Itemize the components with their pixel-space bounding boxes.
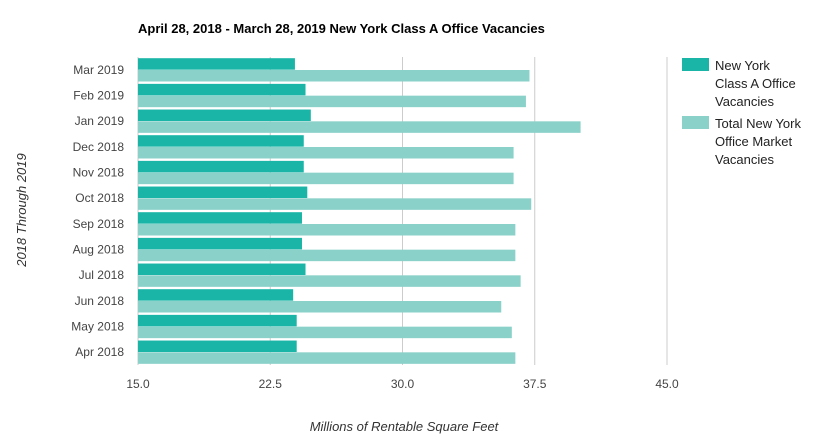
y-tick-label: Sep 2018: [73, 217, 125, 231]
x-axis-title: Millions of Rentable Square Feet: [310, 419, 500, 434]
bar-series2-10: [138, 326, 512, 339]
bar-series2-8: [138, 275, 521, 287]
y-tick-label: Feb 2019: [73, 89, 124, 103]
bar-series1-0: [138, 58, 295, 70]
legend-label: Class A Office: [715, 76, 796, 91]
bar-series2-5: [138, 198, 532, 210]
bar-series1-11: [138, 340, 297, 353]
legend-label: Vacancies: [715, 152, 775, 167]
legend-label: Office Market: [715, 134, 792, 149]
legend-label: Vacancies: [715, 94, 775, 109]
x-tick-label: 22.5: [259, 377, 283, 391]
legend-label: New York: [715, 58, 770, 73]
bar-series1-5: [138, 186, 308, 199]
x-tick-label: 30.0: [391, 377, 415, 391]
legend: New York Class A Office Vacancies Total New…: [682, 58, 801, 167]
bar-series1-4: [138, 160, 304, 173]
y-axis-title: 2018 Through 2019: [14, 153, 29, 267]
bar-series2-7: [138, 249, 516, 262]
bar-series2-4: [138, 172, 514, 185]
bar-series1-6: [138, 212, 302, 224]
legend-label: Total New York: [715, 116, 801, 131]
bar-series2-9: [138, 301, 502, 313]
y-tick-label: Aug 2018: [73, 243, 125, 257]
x-tick-label: 45.0: [655, 377, 679, 391]
bar-series2-2: [138, 121, 581, 133]
y-tick-label: May 2018: [71, 320, 124, 334]
bar-series1-8: [138, 263, 306, 276]
bar-series2-6: [138, 224, 516, 236]
legend-swatch-1: [682, 58, 709, 71]
chart-title: April 28, 2018 - March 28, 2019 New York…: [138, 21, 545, 36]
y-tick-label: Nov 2018: [73, 166, 125, 180]
y-tick-label: Oct 2018: [75, 191, 124, 205]
bar-series1-9: [138, 289, 294, 301]
y-tick-label: Mar 2019: [73, 63, 124, 77]
bar-series2-0: [138, 70, 530, 82]
bar-series2-11: [138, 352, 516, 364]
bar-series1-2: [138, 109, 311, 122]
bar-series1-1: [138, 83, 306, 96]
bar-series1-10: [138, 314, 297, 327]
y-tick-label: Apr 2018: [75, 345, 124, 359]
x-tick-label: 15.0: [126, 377, 150, 391]
x-tick-label: 37.5: [523, 377, 547, 391]
bar-series1-7: [138, 237, 302, 250]
legend-swatch-2: [682, 116, 709, 129]
y-tick-label: Jun 2018: [75, 294, 125, 308]
bar-series2-1: [138, 95, 526, 108]
y-tick-label: Jan 2019: [75, 114, 125, 128]
y-tick-label: Dec 2018: [73, 140, 125, 154]
bar-series1-3: [138, 135, 304, 147]
bar-series2-3: [138, 147, 514, 159]
y-tick-label: Jul 2018: [79, 268, 125, 282]
